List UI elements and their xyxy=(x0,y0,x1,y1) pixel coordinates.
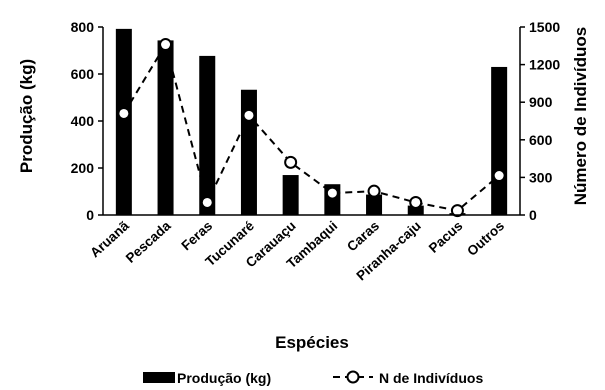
x-axis-title: Espécies xyxy=(275,333,349,352)
individuals-point-pacus xyxy=(450,204,464,218)
bar-caras xyxy=(366,194,383,215)
x-tick-label: Feras xyxy=(178,218,215,253)
individuals-point-aruanã xyxy=(117,106,131,120)
y2-axis-title: Número de Indivíduos xyxy=(571,27,590,206)
legend-line-marker xyxy=(346,370,360,384)
y2-tick-label: 300 xyxy=(529,169,553,185)
y2-tick-label: 600 xyxy=(529,132,553,148)
x-tick-label: Caras xyxy=(344,218,382,254)
legend-bar-label: Produção (kg) xyxy=(177,370,271,386)
bar-feras xyxy=(199,55,216,215)
bar-aruanã xyxy=(115,28,132,215)
y-tick-label: 600 xyxy=(71,66,95,82)
individuals-point-tambaqui xyxy=(325,186,339,200)
individuals-point-carauaçu xyxy=(284,155,298,169)
y2-tick-label: 900 xyxy=(529,94,553,110)
x-tick-label: Pescada xyxy=(123,218,174,266)
left-axis-ticks: 0 200 400 600 800 xyxy=(71,19,103,223)
y2-tick-label: 0 xyxy=(529,207,537,223)
y-tick-label: 200 xyxy=(71,160,95,176)
individuals-point-caras xyxy=(367,184,381,198)
y-axis-title: Produção (kg) xyxy=(17,59,36,173)
individuals-line xyxy=(122,42,500,212)
individuals-series xyxy=(117,38,506,218)
individuals-point-pescada xyxy=(159,38,173,52)
bars xyxy=(115,28,508,215)
y-tick-label: 400 xyxy=(71,113,95,129)
bar-tucunaré xyxy=(240,89,257,215)
x-tick-label: Pacus xyxy=(426,218,466,256)
right-axis-ticks: 0 300 600 900 1200 1500 xyxy=(520,19,560,223)
individuals-point-piranha-caju xyxy=(409,195,423,209)
legend: Produção (kg) N de Indivíduos xyxy=(143,370,483,386)
y2-tick-label: 1500 xyxy=(529,19,560,35)
bar-pescada xyxy=(157,40,174,215)
y2-tick-label: 1200 xyxy=(529,57,560,73)
bar-outros xyxy=(491,66,508,215)
bar-carauaçu xyxy=(282,175,299,215)
individuals-point-outros xyxy=(492,169,506,183)
individuals-point-tucunaré xyxy=(242,108,256,122)
y-tick-label: 800 xyxy=(71,19,95,35)
legend-bar-swatch xyxy=(143,372,175,383)
individuals-point-feras xyxy=(200,195,214,209)
legend-line-label: N de Indivíduos xyxy=(379,370,483,386)
y-tick-label: 0 xyxy=(86,207,94,223)
bar-piranha-caju xyxy=(407,205,424,215)
x-tick-label: Outros xyxy=(464,218,507,259)
